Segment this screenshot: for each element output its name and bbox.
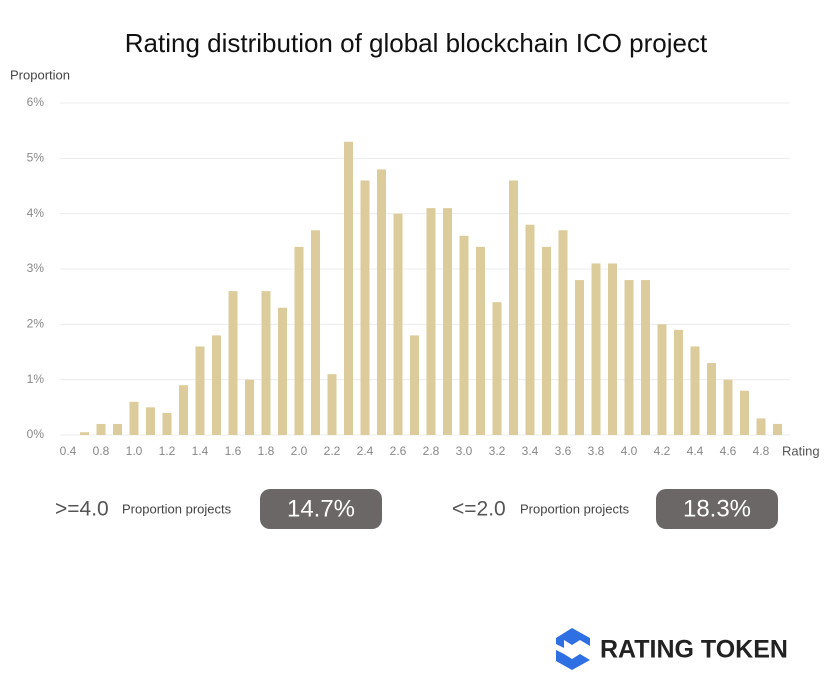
x-tick-label: 2.8 (423, 444, 440, 458)
bar (690, 346, 700, 435)
y-tick-label: 4% (27, 206, 45, 220)
bar (311, 230, 320, 435)
x-tick-label: 1.8 (258, 444, 275, 458)
y-tick-label: 3% (27, 261, 45, 275)
y-tick-label: 6% (27, 95, 45, 109)
x-tick-label: 1.0 (126, 444, 143, 458)
y-tick-label: 0% (27, 427, 45, 441)
chart-title: Rating distribution of global blockchain… (125, 28, 708, 58)
stat-value: 14.7% (287, 495, 355, 522)
logo-text: RATING TOKEN (600, 636, 788, 664)
bar (575, 280, 584, 435)
bar (410, 335, 419, 435)
bar (245, 379, 254, 435)
bar (558, 230, 568, 435)
bar (360, 180, 370, 435)
bar (146, 407, 155, 435)
bar (624, 280, 634, 435)
bar (740, 390, 749, 435)
bar (657, 324, 667, 435)
stat-pill (656, 489, 778, 529)
y-tick-label: 1% (27, 372, 45, 386)
x-tick-label: 0.8 (93, 444, 110, 458)
logo-icon (556, 628, 590, 670)
x-tick-label: 3.6 (555, 444, 572, 458)
stat-threshold: <=2.0 (452, 498, 506, 521)
x-tick-label: 2.4 (357, 444, 374, 458)
x-tick-label: 3.4 (522, 444, 539, 458)
bar (707, 363, 716, 435)
bar (228, 291, 238, 435)
bar (459, 235, 469, 435)
bar (591, 263, 601, 435)
x-tick-label: 4.8 (753, 444, 770, 458)
stat-pill (260, 489, 382, 529)
x-tick-label: 3.2 (489, 444, 506, 458)
x-tick-label: 2.0 (291, 444, 308, 458)
stat-value: 18.3% (683, 495, 751, 522)
x-tick-label: 4.4 (687, 444, 704, 458)
stat-label: Proportion projects (520, 501, 630, 516)
bar (608, 263, 617, 435)
bar (492, 302, 502, 435)
bar (261, 291, 271, 435)
x-axis-label: Rating (782, 443, 820, 458)
bar (212, 335, 221, 435)
bar (344, 141, 353, 435)
x-tick-label: 2.6 (390, 444, 407, 458)
bar (96, 423, 106, 435)
stat-label: Proportion projects (122, 501, 232, 516)
bar (129, 401, 139, 435)
x-tick-label: 4.6 (720, 444, 737, 458)
bar (723, 379, 733, 435)
x-tick-label: 4.0 (621, 444, 638, 458)
bar (195, 346, 205, 435)
bar (756, 418, 766, 435)
bar (773, 423, 782, 435)
bar (327, 374, 337, 435)
x-tick-label: 3.0 (456, 444, 473, 458)
bar (393, 213, 403, 435)
bar (162, 412, 172, 435)
y-tick-label: 5% (27, 151, 45, 165)
bar (542, 246, 551, 435)
y-tick-label: 2% (27, 317, 45, 331)
x-tick-label: 1.4 (192, 444, 209, 458)
bar (476, 246, 485, 435)
bar (525, 224, 535, 435)
bar (278, 307, 287, 435)
x-tick-label: 4.2 (654, 444, 671, 458)
x-tick-label: 1.2 (159, 444, 176, 458)
bar (674, 329, 683, 435)
bar (426, 208, 436, 435)
bar (294, 246, 304, 435)
x-tick-label: 1.6 (225, 444, 242, 458)
bar (509, 180, 518, 435)
bar (377, 169, 386, 435)
bar (80, 432, 89, 435)
x-tick-label: 3.8 (588, 444, 605, 458)
x-tick-label: 0.4 (60, 444, 77, 458)
stat-threshold: >=4.0 (55, 498, 109, 521)
y-axis-label: Proportion (10, 67, 70, 82)
bar (113, 423, 122, 435)
x-tick-label: 2.2 (324, 444, 341, 458)
bar (443, 208, 452, 435)
bar (641, 280, 650, 435)
bar (179, 385, 188, 435)
